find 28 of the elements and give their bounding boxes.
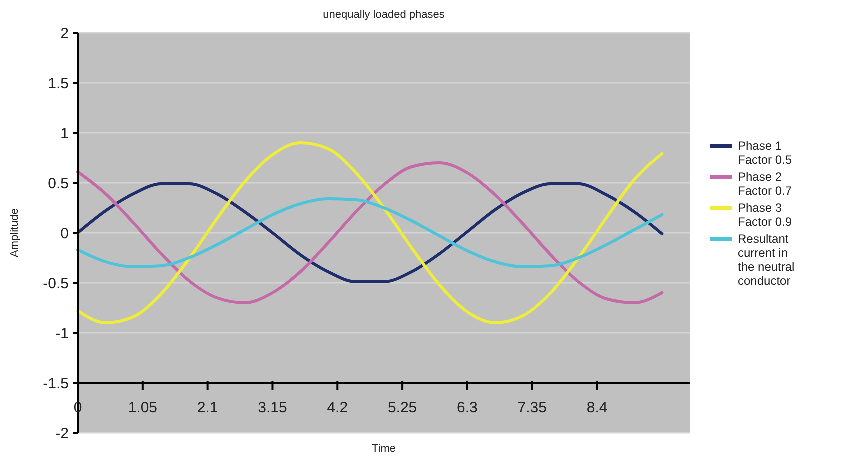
y-tick-label: 0 — [60, 225, 69, 242]
legend-label: Phase 2 Factor 0.7 — [738, 170, 792, 198]
x-tick-label: 6.3 — [457, 400, 478, 417]
y-tick-label: -1.5 — [43, 375, 69, 392]
line-series — [76, 142, 664, 324]
x-tick-label: 3.15 — [258, 400, 288, 417]
x-tick-label: 1.05 — [128, 400, 158, 417]
legend-label: Phase 3 Factor 0.9 — [738, 201, 792, 229]
x-tick-label: 4.2 — [327, 400, 348, 417]
x-tick-label: 5.25 — [388, 400, 418, 417]
y-axis-title: Amplitude — [9, 208, 21, 258]
y-tick-label: 1 — [60, 125, 69, 142]
x-axis-title: Time — [372, 443, 396, 455]
line-series — [76, 198, 664, 268]
line-series — [76, 162, 664, 304]
line-series — [76, 182, 664, 284]
x-tick-label: 2.1 — [197, 400, 218, 417]
legend-label: Phase 1 Factor 0.5 — [738, 139, 792, 167]
chart-title: unequally loaded phases — [323, 9, 446, 21]
y-tick-label: 1.5 — [48, 75, 69, 92]
y-tick-label: -2 — [56, 425, 69, 442]
y-tick-label: -1 — [56, 325, 69, 342]
x-tick-label: 8.4 — [586, 400, 608, 417]
y-tick-label: 2 — [60, 25, 69, 42]
y-tick-label: 0.5 — [48, 175, 69, 192]
x-tick-label: 7.35 — [518, 400, 547, 417]
y-tick-label: -0.5 — [43, 275, 69, 292]
legend-label: Resultant current in the neutral conductor — [738, 232, 795, 288]
